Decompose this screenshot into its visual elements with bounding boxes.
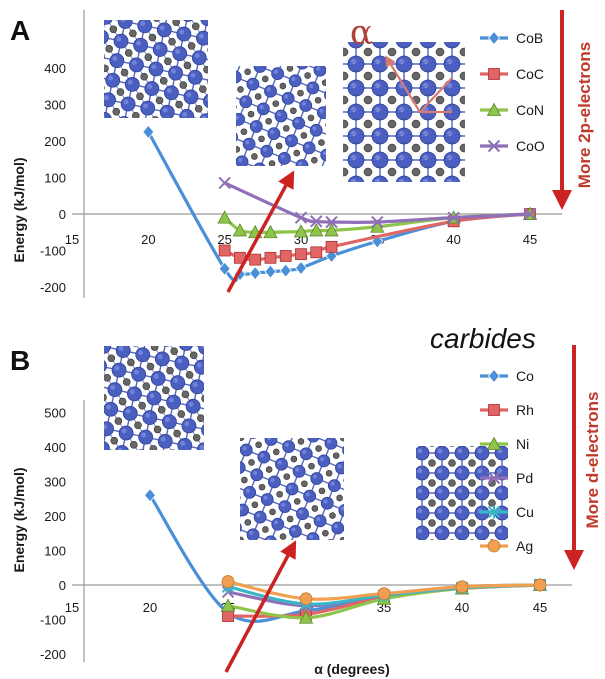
panel-b-series-ag-point <box>534 579 546 591</box>
panel-a-series-coc-point <box>280 250 291 261</box>
panel-a-legend: CoB CoC CoN CoO <box>480 30 545 154</box>
panel-b-legend-label-ni: Ni <box>516 436 529 452</box>
panel-a-series-cob-point <box>296 262 307 275</box>
alpha-symbol: α <box>350 13 373 53</box>
panel-b-y-tick-label: 400 <box>44 440 66 455</box>
panel-a-legend-label-coc: CoC <box>516 66 544 82</box>
panel-b-x-axis-title: α (degrees) <box>314 661 390 677</box>
panel-a-series-coc-point <box>219 245 230 256</box>
panel-a-series-cob-point <box>250 267 261 280</box>
panel-a-series-cob-point <box>265 265 276 278</box>
panel-b-series-ag-point <box>378 588 390 600</box>
panel-b-legend-marker-rh <box>489 405 500 416</box>
panel-a-x-tick-label: 15 <box>65 232 79 247</box>
panel-a-series-coc-point <box>326 241 337 252</box>
panel-b-y-tick-label: 0 <box>59 578 66 593</box>
panel-b-series-ag-point <box>300 593 312 605</box>
panel-b-series-ag-point <box>222 576 234 588</box>
panel-a-x-tick-label: 45 <box>523 232 537 247</box>
panel-b-legend-label-ag: Ag <box>516 538 533 554</box>
panel-b-legend-marker-ag <box>488 540 500 552</box>
panel-a-series-cob-point <box>280 264 291 277</box>
panel-a-y-tick-label: 200 <box>44 134 66 149</box>
panel-a-series-cob-line <box>148 132 530 281</box>
panel-a-legend-label-con: CoN <box>516 102 544 118</box>
panel-a-side-label: More 2p-electrons <box>575 42 594 188</box>
panel-a-legend-label-cob: CoB <box>516 30 543 46</box>
panel-b-y-tick-label: 200 <box>44 509 66 524</box>
panel-a-y-tick-label: 0 <box>59 207 66 222</box>
panel-b-legend-label-co: Co <box>516 368 534 384</box>
panel-b-y-tick-label: 300 <box>44 475 66 490</box>
panel-a-y-tick-label: -200 <box>40 280 66 295</box>
panel-a-legend-label-coo: CoO <box>516 138 545 154</box>
panel-a-series-coo-point <box>219 177 230 188</box>
panel-a-label: A <box>10 15 30 46</box>
panel-b-legend-label-pd: Pd <box>516 470 533 486</box>
panel-a-y-tick-label: -100 <box>40 244 66 259</box>
panel-b-label: B <box>10 345 30 376</box>
panel-b-x-tick-label: 20 <box>143 600 157 615</box>
panel-b-y-tick-label: -200 <box>40 647 66 662</box>
panel-b-title: carbides <box>430 323 536 354</box>
panel-b-x-tick-label: 45 <box>533 600 547 615</box>
panel-b-side-label: More d-electrons <box>583 392 602 529</box>
panel-b-legend-marker-co <box>489 370 500 383</box>
panel-a-series-coc-point <box>296 249 307 260</box>
panel-b-y-tick-label: 100 <box>44 544 66 559</box>
panel-a-x-tick-label: 40 <box>446 232 460 247</box>
panel-a-y-axis-title: Energy (kJ/mol) <box>11 157 27 262</box>
panel-a-series-coc-point <box>311 247 322 258</box>
panel-a-legend-marker-cob <box>489 32 500 45</box>
panel-b-y-tick-label: 500 <box>44 406 66 421</box>
panel-a-y-tick-label: 100 <box>44 171 66 186</box>
panel-a-series-coc-point <box>250 254 261 265</box>
panel-b-x-tick-label: 15 <box>65 600 79 615</box>
panel-b-legend-label-cu: Cu <box>516 504 534 520</box>
panel-a-x-tick-label: 20 <box>141 232 155 247</box>
panel-b-x-tick-label: 40 <box>455 600 469 615</box>
panel-b-y-axis-title: Energy (kJ/mol) <box>11 467 27 572</box>
panel-a-legend-marker-coc <box>489 69 500 80</box>
panel-b-y-tick-label: -100 <box>40 613 66 628</box>
panel-b-series-ag-point <box>456 581 468 593</box>
panel-b-trend-arrow <box>226 548 292 672</box>
panel-b-series-rh-point <box>223 611 234 622</box>
panel-a-series-con-point <box>218 211 231 223</box>
panel-a-y-tick-label: 300 <box>44 98 66 113</box>
panel-a-series <box>143 125 537 280</box>
panel-a-y-tick-label: 400 <box>44 61 66 76</box>
panel-b-legend-label-rh: Rh <box>516 402 534 418</box>
panel-a-series-coc-point <box>265 252 276 263</box>
